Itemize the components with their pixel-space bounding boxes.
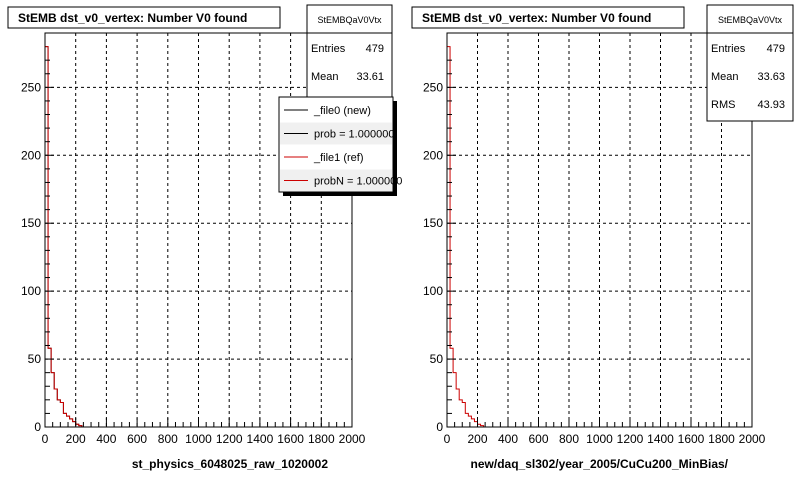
plot-frame <box>446 32 753 428</box>
title-box <box>411 6 685 29</box>
stats-label: Entries <box>711 43 746 55</box>
y-tick-label: 100 <box>423 284 443 298</box>
chart-title: StEMB dst_v0_vertex: Number V0 found <box>422 11 651 25</box>
stats-name: StEMBQaV0Vtx <box>718 15 783 25</box>
stats-value: 43.93 <box>757 99 785 111</box>
legend-row-bg <box>280 169 392 192</box>
x-tick-label: 1800 <box>708 432 735 446</box>
stats-label: Mean <box>311 71 339 83</box>
y-tick-label: 150 <box>21 216 41 230</box>
x-tick-label: 2000 <box>339 432 366 446</box>
x-tick-label: 400 <box>498 432 518 446</box>
legend-label: _file0 (new) <box>313 105 371 117</box>
y-tick-label: 0 <box>34 420 41 434</box>
y-tick-label: 50 <box>28 352 42 366</box>
y-tick-label: 0 <box>436 420 443 434</box>
stats-name: StEMBQaV0Vtx <box>317 15 382 25</box>
x-axis-label: new/daq_sl302/year_2005/CuCu200_MinBias/ <box>471 457 729 471</box>
x-tick-label: 1200 <box>617 432 644 446</box>
y-tick-label: 150 <box>423 216 443 230</box>
plot-frame <box>44 32 353 428</box>
x-tick-label: 1000 <box>586 432 613 446</box>
stats-box <box>706 4 794 122</box>
legend-label: probN = 1.000000 <box>314 176 402 188</box>
stats-value: 479 <box>767 43 785 55</box>
chart-panel-1: 0 200 400 600 800 1000 1200 1400 1600 1800 2000 0 50… <box>7 4 402 471</box>
stats-box <box>306 4 393 98</box>
y-tick-label: 200 <box>423 148 443 162</box>
y-tick-label: 50 <box>430 352 444 366</box>
x-tick-label: 200 <box>66 432 86 446</box>
x-tick-label: 2000 <box>739 432 766 446</box>
x-tick-label: 1200 <box>216 432 243 446</box>
x-tick-label: 1600 <box>277 432 304 446</box>
y-tick-label: 250 <box>21 80 41 94</box>
x-tick-label: 600 <box>127 432 147 446</box>
x-tick-label: 0 <box>42 432 49 446</box>
x-tick-label: 1600 <box>678 432 705 446</box>
stats-label: RMS <box>711 99 735 111</box>
x-tick-label: 1400 <box>247 432 274 446</box>
legend-row-bg <box>280 122 392 145</box>
x-axis-label: st_physics_6048025_raw_1020002 <box>132 457 328 471</box>
x-tick-label: 800 <box>559 432 579 446</box>
y-tick-label: 250 <box>423 80 443 94</box>
stats-value: 33.63 <box>757 71 785 83</box>
stats-value: 479 <box>366 43 384 55</box>
legend-label: _file1 (ref) <box>313 152 364 164</box>
x-tick-label: 0 <box>444 432 451 446</box>
y-tick-label: 100 <box>21 284 41 298</box>
stats-label: Mean <box>711 71 739 83</box>
chart-panel-2: 0 200 400 600 800 1000 1200 1400 1600 1800 2000050… <box>411 4 794 471</box>
x-tick-label: 600 <box>528 432 548 446</box>
stats-value: 33.61 <box>356 71 384 83</box>
x-tick-label: 1000 <box>185 432 212 446</box>
y-tick-label: 200 <box>21 148 41 162</box>
x-tick-label: 200 <box>467 432 487 446</box>
title-box <box>7 6 281 29</box>
x-tick-label: 800 <box>158 432 178 446</box>
x-tick-label: 1400 <box>647 432 674 446</box>
stats-label: Entries <box>311 43 346 55</box>
legend-label: prob = 1.000000 <box>314 129 394 141</box>
x-tick-label: 400 <box>96 432 116 446</box>
chart-title: StEMB dst_v0_vertex: Number V0 found <box>18 11 247 25</box>
x-tick-label: 1800 <box>308 432 335 446</box>
